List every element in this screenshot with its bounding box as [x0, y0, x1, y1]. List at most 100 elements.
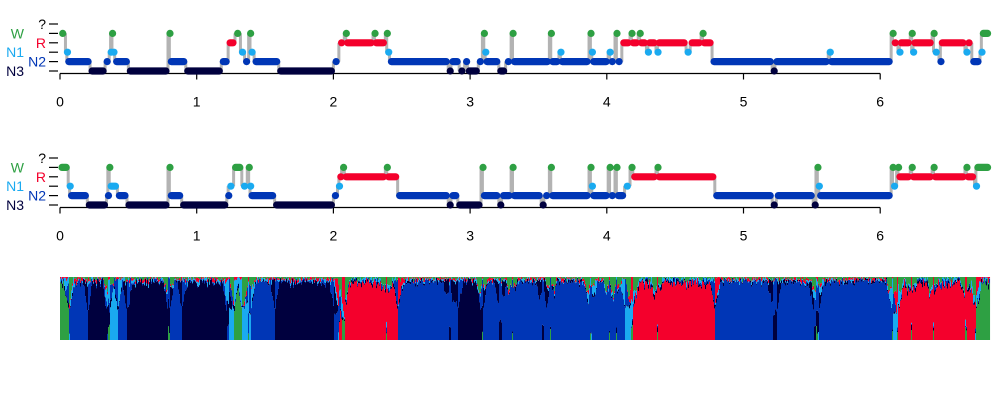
density-R: [453, 278, 455, 280]
density-N1: [204, 277, 206, 281]
density-R: [518, 277, 520, 281]
density-N1: [184, 277, 186, 279]
density-N3: [713, 299, 715, 302]
density-N3: [421, 277, 423, 281]
density-N3: [727, 281, 729, 282]
density-W: [928, 277, 930, 284]
density-N2: [607, 286, 609, 340]
density-N2: [834, 283, 836, 340]
density-W: [664, 277, 666, 279]
density-N2: [121, 291, 123, 340]
density-N3: [887, 289, 889, 292]
density-N2: [112, 284, 114, 293]
density-N1: [304, 277, 306, 279]
density-R: [270, 277, 272, 279]
density-N2: [209, 284, 211, 285]
density-R: [447, 277, 449, 279]
density-W: [597, 277, 599, 279]
density-W: [237, 290, 239, 340]
density-N3: [224, 294, 226, 340]
density-R: [935, 291, 937, 340]
density-N2: [449, 285, 451, 327]
density-W: [632, 325, 634, 340]
density-N1: [288, 278, 290, 280]
density-N1: [976, 295, 978, 307]
stage-epoch-N1: [963, 48, 971, 56]
density-N1: [547, 287, 549, 290]
x-tick-label: 5: [740, 228, 748, 244]
density-N2: [801, 284, 803, 340]
density-N2: [185, 284, 187, 291]
density-W: [563, 277, 565, 279]
density-W: [493, 277, 495, 279]
density-W: [814, 277, 816, 291]
density-N1: [170, 285, 172, 287]
density-R: [525, 280, 527, 282]
density-N1: [360, 277, 362, 283]
density-N1: [418, 280, 420, 283]
density-N2: [325, 282, 327, 288]
density-N1: [593, 285, 595, 296]
density-N3: [255, 281, 257, 285]
density-R: [420, 277, 422, 281]
density-N1: [202, 278, 204, 281]
density-R: [699, 286, 701, 340]
density-R: [579, 279, 581, 284]
density-N1: [734, 279, 736, 281]
density-N3: [73, 287, 75, 288]
density-R: [972, 293, 974, 340]
density-N1: [774, 280, 776, 282]
density-N1: [434, 280, 436, 281]
density-N3: [841, 281, 843, 285]
density-N2: [497, 300, 499, 340]
density-N3: [509, 292, 511, 294]
density-N2: [101, 278, 103, 281]
density-R: [552, 284, 554, 286]
density-N3: [397, 305, 399, 309]
density-N1: [372, 281, 374, 285]
density-N1: [669, 277, 671, 282]
density-R: [870, 277, 872, 279]
density-N2: [581, 281, 583, 340]
density-R: [824, 277, 826, 282]
density-N3: [315, 280, 317, 340]
density-N3: [670, 281, 672, 285]
density-N3: [193, 281, 195, 340]
density-N3: [700, 284, 702, 286]
density-W: [61, 283, 63, 340]
density-R: [803, 280, 805, 283]
density-W: [170, 277, 172, 285]
density-N1: [123, 277, 125, 282]
density-N2: [177, 281, 179, 340]
density-R: [816, 277, 818, 279]
density-N2: [456, 300, 458, 340]
density-R: [747, 278, 749, 282]
density-N3: [892, 329, 894, 332]
stage-epoch-N3: [539, 201, 547, 209]
density-N3: [203, 279, 205, 340]
density-R: [440, 277, 442, 279]
density-R: [390, 289, 392, 340]
density-W: [973, 277, 975, 296]
density-W: [839, 277, 841, 280]
density-R: [403, 278, 405, 283]
density-N1: [66, 280, 68, 290]
density-W: [900, 277, 902, 293]
density-W: [915, 277, 917, 283]
density-N3: [403, 284, 405, 287]
density-W: [805, 277, 807, 282]
density-R: [858, 279, 860, 281]
density-N2: [900, 299, 902, 301]
density-W: [259, 277, 261, 278]
density-W: [705, 277, 707, 279]
density-N2: [247, 287, 249, 301]
density-N2: [251, 308, 253, 340]
density-N1: [78, 278, 80, 281]
density-N2: [225, 296, 227, 305]
density-W: [867, 277, 869, 278]
density-N2: [126, 308, 128, 340]
density-N1: [305, 280, 307, 282]
density-N2: [170, 306, 172, 340]
density-W: [587, 277, 589, 291]
density-N2: [728, 281, 730, 340]
